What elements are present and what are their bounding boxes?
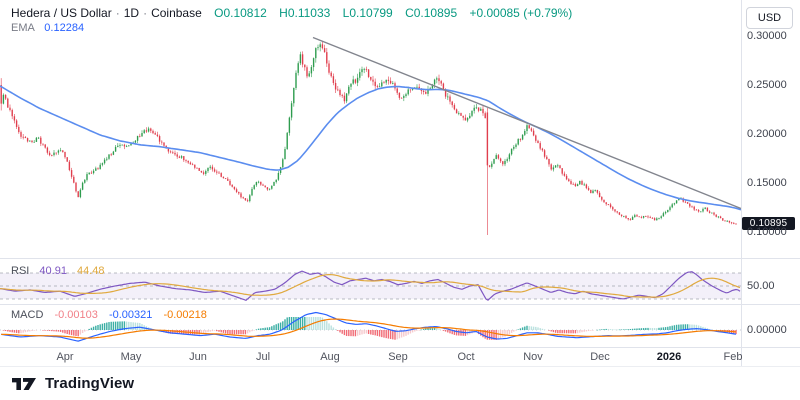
price-axis-border	[741, 0, 742, 366]
time-tick-label: Aug	[320, 351, 340, 363]
interval-label[interactable]: 1D	[123, 6, 140, 20]
macd-legend[interactable]: MACD -0.00103 -0.00321 -0.00218	[11, 309, 207, 321]
time-tick-label: Nov	[523, 351, 543, 363]
close-value: C0.10895	[405, 6, 458, 20]
time-tick-label: Sep	[388, 351, 408, 363]
macd-signal-value: -0.00218	[163, 309, 207, 321]
tradingview-logo[interactable]: TradingView	[12, 375, 134, 392]
time-tick-label: Oct	[457, 351, 475, 363]
ema-label: EMA	[11, 22, 35, 34]
time-tick-label: Dec	[590, 351, 610, 363]
change-value: +0.00085 (+0.79%)	[469, 6, 573, 20]
ema-legend[interactable]: EMA 0.12284	[11, 22, 84, 34]
price-tick-label: 0.25000	[747, 79, 787, 91]
open-value: O0.10812	[214, 6, 267, 20]
time-axis[interactable]: Apr May Jun Jul Aug Sep Oct Nov Dec 2026 Feb	[0, 348, 743, 366]
price-tick-label: 0.15000	[747, 177, 787, 189]
legend-separator: ·	[143, 6, 148, 20]
rsi-legend[interactable]: RSI 40.91 44.48	[11, 265, 105, 277]
time-tick-label: 2026	[656, 351, 682, 363]
tradingview-logo-icon	[12, 377, 36, 390]
ema-value: 0.12284	[44, 22, 85, 34]
macd-label: MACD	[11, 309, 44, 321]
price-tick-label: 0.20000	[747, 128, 787, 140]
pane-separator-macd[interactable]	[0, 304, 800, 305]
tradingview-logo-text: TradingView	[45, 375, 135, 392]
symbol-legend: Hedera / US Dollar · 1D · Coinbase O0.10812 …	[11, 6, 572, 20]
currency-toggle-button[interactable]: USD	[746, 7, 793, 29]
time-axis-border	[0, 347, 800, 348]
pane-separator-rsi[interactable]	[0, 258, 800, 259]
time-tick-label: Apr	[56, 351, 74, 363]
macd-histogram-value: -0.00103	[54, 309, 98, 321]
rsi-value: 40.91	[39, 265, 67, 277]
exchange-label[interactable]: Coinbase	[151, 6, 202, 20]
rsi-label: RSI	[11, 265, 30, 277]
last-price-badge: 0.10895	[742, 216, 795, 230]
time-tick-label: Feb	[723, 351, 743, 363]
price-tick-label: 0.30000	[747, 30, 787, 42]
price-tick-label: 0.10000	[747, 226, 787, 238]
price-axis[interactable]: USD 0.10895 0.30000 0.25000 0.20000 0.15000…	[741, 0, 800, 347]
symbol-title[interactable]: Hedera / US Dollar	[11, 6, 112, 20]
macd-level-label: 0.00000	[747, 324, 787, 336]
rsi-level-label: 50.00	[747, 280, 775, 292]
high-value: H0.11033	[279, 6, 331, 20]
rsi-ma-value: 44.48	[77, 265, 105, 277]
legend-separator: ·	[115, 6, 120, 20]
macd-line-value: -0.00321	[108, 309, 153, 321]
time-tick-label: Jul	[255, 351, 271, 363]
time-tick-label: Jun	[189, 351, 207, 363]
widget-bottom-border	[0, 366, 800, 367]
low-value: L0.10799	[342, 6, 393, 20]
time-tick-label: May	[120, 351, 142, 363]
